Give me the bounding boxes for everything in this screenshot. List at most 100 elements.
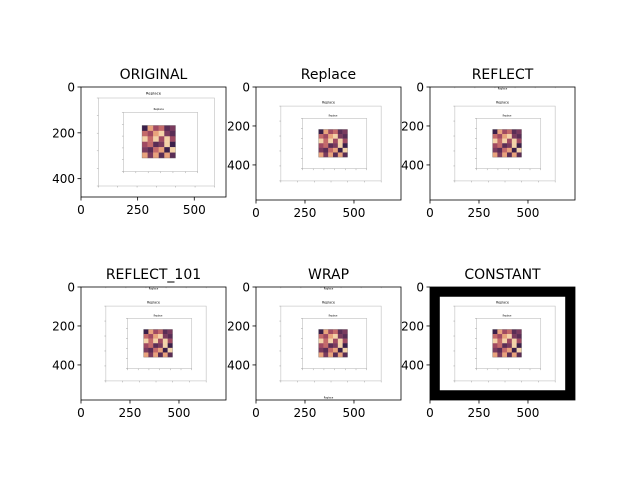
thumbnail-pixel bbox=[502, 147, 508, 153]
image-area: Replace Replace Replace bbox=[81, 287, 226, 400]
thumbnail-pixel bbox=[158, 352, 164, 358]
thumbnail-pixel bbox=[158, 334, 164, 339]
thumbnail-pixel bbox=[492, 129, 498, 135]
thumbnail-pixel bbox=[497, 147, 503, 153]
thumbnail-pixel bbox=[167, 334, 173, 339]
thumbnail-pixel bbox=[492, 343, 498, 349]
mini-figure-title: Replace bbox=[154, 107, 165, 111]
thumbnail-pixel bbox=[148, 338, 154, 344]
thumbnail-pixel bbox=[153, 347, 159, 353]
thumbnail-pixel bbox=[497, 143, 503, 149]
thumbnail-pixel bbox=[507, 152, 513, 158]
thumbnail-pixel bbox=[502, 138, 508, 144]
x-tick-label: 0 bbox=[77, 406, 85, 420]
subplot-constant: Replace Replace CONSTANT 0 250 500 0 200 400 bbox=[401, 267, 576, 420]
subplot-reflect: Replace Replace Replace REFLECT 0 250 500 0 200 4… bbox=[401, 67, 576, 220]
thumbnail-pixel bbox=[318, 338, 324, 344]
thumbnail-pixel bbox=[153, 147, 159, 153]
thumbnail-pixel bbox=[516, 138, 522, 144]
thumbnail-pixel bbox=[507, 334, 513, 339]
image-area: Replace Replace bbox=[256, 87, 401, 200]
thumbnail-pixel bbox=[148, 347, 154, 353]
thumbnail-pixel bbox=[153, 329, 159, 335]
x-tick-label: 250 bbox=[119, 406, 142, 420]
thumbnail-pixel bbox=[142, 130, 148, 137]
thumbnail-pixel bbox=[153, 343, 159, 349]
thumbnail-frame bbox=[143, 329, 173, 358]
thumbnail-pixel bbox=[492, 352, 498, 358]
thumbnail-pixel bbox=[333, 347, 339, 353]
thumbnail-pixel bbox=[153, 152, 159, 159]
thumbnail-pixel bbox=[337, 347, 343, 353]
thumbnail-pixel bbox=[502, 129, 508, 135]
thumbnail-pixel bbox=[142, 147, 148, 153]
thumbnail-pixel bbox=[333, 352, 339, 358]
thumbnail-pixel bbox=[162, 347, 168, 353]
thumbnail-pixel bbox=[328, 347, 334, 353]
y-tick-label: 400 bbox=[52, 172, 75, 186]
x-tick-label: 250 bbox=[294, 406, 317, 420]
thumbnail-pixel bbox=[328, 138, 334, 144]
thumbnail-pixel bbox=[511, 138, 517, 144]
image-area: Replace Replace bbox=[81, 87, 226, 197]
mini-figure-title: Replace bbox=[147, 300, 160, 304]
x-tick-label: 0 bbox=[252, 206, 260, 220]
thumbnail-pixel bbox=[162, 352, 168, 358]
thumbnail-pixel bbox=[342, 138, 348, 144]
thumbnail-pixel bbox=[147, 125, 154, 132]
thumbnail-pixel bbox=[333, 143, 339, 149]
thumbnail-pixel bbox=[497, 129, 503, 135]
thumbnail-pixel bbox=[511, 343, 517, 349]
thumbnail-pixel bbox=[337, 147, 343, 153]
thumbnail-pixel bbox=[158, 130, 165, 137]
thumbnail-pixel bbox=[516, 343, 522, 349]
thumbnail-pixel bbox=[143, 343, 149, 349]
thumbnail-pixel bbox=[333, 334, 339, 339]
thumbnail-pixel bbox=[162, 329, 168, 335]
thumbnail-pixel bbox=[342, 343, 348, 349]
thumbnail-pixel bbox=[507, 147, 513, 153]
thumbnail-pixel bbox=[516, 134, 522, 139]
thumbnail-pixel bbox=[158, 136, 165, 142]
thumbnail-pixel bbox=[337, 352, 343, 358]
mini-figure-title: Replace bbox=[496, 300, 509, 304]
thumbnail-pixel bbox=[497, 138, 503, 144]
thumbnail-pixel bbox=[169, 130, 176, 137]
thumbnail-pixel bbox=[507, 347, 513, 353]
thumbnail-pixel bbox=[148, 334, 154, 339]
axes-frame bbox=[255, 286, 402, 401]
thumbnail-pixel bbox=[167, 329, 173, 335]
thumbnail-pixel bbox=[153, 136, 159, 142]
thumbnail-pixel bbox=[337, 143, 343, 149]
thumbnail-pixel bbox=[497, 338, 503, 344]
thumbnail-pixel bbox=[328, 338, 334, 344]
image-area: Replace Replace Replace bbox=[430, 87, 575, 200]
thumbnail-pixel bbox=[516, 338, 522, 344]
thumbnail-pixel bbox=[502, 352, 508, 358]
thumbnail-pixel bbox=[158, 343, 164, 349]
thumbnail-pixel bbox=[337, 129, 343, 135]
thumbnail-pixel bbox=[147, 130, 154, 137]
thumbnail-pixel bbox=[158, 147, 165, 153]
x-tick-label: 500 bbox=[343, 206, 366, 220]
image-area: Replace Replace Replace Replace bbox=[256, 287, 401, 400]
thumbnail-pixel bbox=[328, 129, 334, 135]
image-area: Replace Replace bbox=[430, 287, 575, 400]
thumbnail-pixel bbox=[164, 125, 171, 132]
thumbnail-pixel bbox=[511, 329, 517, 335]
x-tick-label: 250 bbox=[468, 406, 491, 420]
thumbnail-pixel bbox=[158, 347, 164, 353]
thumbnail-pixel bbox=[511, 143, 517, 149]
thumbnail-pixel bbox=[342, 147, 348, 153]
thumbnail-pixel bbox=[158, 152, 165, 159]
axes-frame bbox=[429, 86, 576, 201]
thumbnail-pixel bbox=[318, 143, 324, 149]
y-tick-label: 200 bbox=[401, 119, 424, 133]
thumbnail-pixel bbox=[162, 334, 168, 339]
edge-echo-text: Replace bbox=[324, 397, 334, 400]
thumbnail-pixel bbox=[169, 125, 176, 132]
thumbnail-pixel bbox=[323, 134, 329, 139]
thumbnail-pixel bbox=[158, 338, 164, 344]
thumbnail-pixel bbox=[333, 147, 339, 153]
subplot-title: REFLECT_101 bbox=[106, 267, 201, 283]
